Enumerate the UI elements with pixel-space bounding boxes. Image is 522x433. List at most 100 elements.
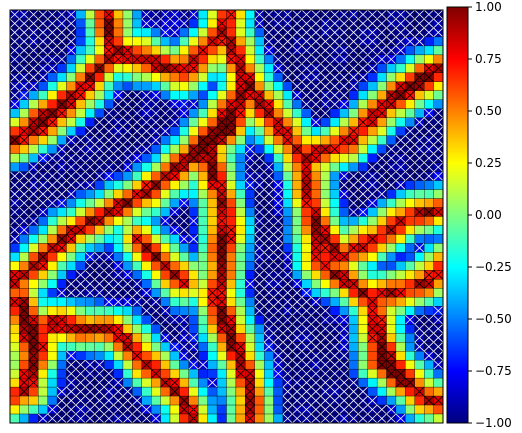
hatch-mark — [216, 198, 227, 208]
hatch-mark — [376, 9, 387, 20]
hatch-mark — [310, 234, 321, 244]
hatch-mark — [169, 9, 180, 20]
hatch-mark — [141, 144, 152, 154]
heatmap-cell — [245, 54, 255, 65]
hatch-mark — [226, 314, 237, 325]
heatmap-cell — [198, 189, 208, 199]
heatmap-cell — [179, 81, 190, 92]
heatmap-cell — [273, 395, 284, 406]
hatch-mark — [66, 9, 77, 20]
heatmap-cell — [38, 234, 48, 244]
hatch-mark — [320, 234, 331, 244]
heatmap-cell — [216, 99, 227, 109]
heatmap-cell — [405, 99, 415, 109]
heatmap-cell — [329, 261, 340, 271]
heatmap-cell — [301, 108, 312, 118]
heatmap-cell — [132, 81, 143, 92]
heatmap-cell — [254, 342, 265, 352]
hatch-mark — [433, 171, 444, 181]
hatch-mark — [150, 18, 161, 29]
heatmap-cell — [367, 72, 378, 83]
heatmap-cell — [245, 117, 255, 127]
heatmap-cell — [94, 90, 105, 101]
heatmap-cell — [376, 225, 387, 235]
hatch-mark — [367, 180, 378, 190]
hatch-mark — [310, 377, 321, 388]
heatmap-cell — [376, 270, 387, 280]
hatch-mark — [56, 288, 67, 298]
hatch-mark — [19, 314, 30, 325]
hatch-mark — [113, 162, 124, 172]
hatch-mark — [414, 117, 425, 128]
heatmap-cell — [339, 225, 350, 235]
heatmap-cell — [47, 144, 58, 154]
hatch-mark — [179, 225, 190, 235]
hatch-mark — [282, 54, 293, 65]
heatmap-cell — [75, 18, 86, 29]
heatmap-cell — [207, 189, 218, 199]
heatmap-cell — [122, 234, 133, 244]
hatch-mark — [358, 413, 368, 424]
heatmap-cell — [405, 413, 415, 424]
hatch-mark — [150, 297, 161, 307]
heatmap-cell — [188, 198, 199, 208]
hatch-mark — [113, 198, 124, 208]
heatmap-cell — [301, 216, 312, 226]
hatch-mark — [169, 108, 180, 119]
hatch-mark — [141, 18, 152, 29]
heatmap-cell — [433, 261, 444, 271]
heatmap-cell — [103, 359, 114, 370]
heatmap-cell — [47, 126, 58, 136]
hatch-mark — [160, 117, 171, 128]
heatmap-cell — [66, 117, 77, 127]
heatmap-cell — [292, 234, 303, 244]
hatch-mark — [113, 332, 124, 343]
hatch-mark — [367, 323, 378, 334]
hatch-mark — [66, 404, 77, 415]
heatmap-cell — [414, 306, 425, 316]
heatmap-cell — [292, 189, 303, 199]
hatch-mark — [386, 413, 397, 424]
heatmap-cell — [179, 261, 190, 271]
heatmap-cell — [263, 54, 274, 65]
heatmap-cell — [28, 395, 39, 406]
heatmap-cell — [75, 63, 86, 74]
hatch-mark — [132, 135, 143, 145]
hatch-mark — [358, 36, 368, 47]
heatmap-cell — [216, 162, 227, 172]
heatmap-cell — [113, 81, 124, 92]
hatch-mark — [301, 198, 312, 208]
heatmap-cell — [376, 63, 387, 74]
hatch-mark — [66, 153, 77, 163]
heatmap-cell — [245, 333, 255, 343]
hatch-mark — [103, 126, 114, 136]
heatmap-cell — [386, 297, 397, 307]
heatmap-cell — [376, 207, 387, 217]
hatch-mark — [245, 404, 256, 415]
heatmap-cell — [320, 288, 331, 298]
hatch-mark — [282, 350, 293, 361]
hatch-mark — [28, 81, 39, 92]
hatch-mark — [150, 413, 161, 424]
heatmap-cell — [358, 306, 368, 316]
hatch-mark — [28, 207, 39, 217]
heatmap-cell — [405, 386, 415, 397]
hatch-mark — [292, 27, 303, 38]
hatch-mark — [216, 207, 227, 217]
heatmap-cell — [66, 243, 77, 253]
hatch-mark — [310, 332, 321, 343]
heatmap-cell — [151, 243, 161, 253]
heatmap-cell — [414, 180, 425, 190]
hatch-mark — [301, 314, 312, 325]
heatmap-cell — [66, 261, 77, 271]
heatmap-cell — [282, 171, 293, 181]
hatch-mark — [179, 404, 190, 415]
heatmap-cell — [198, 333, 208, 343]
hatch-mark — [132, 153, 143, 163]
heatmap-cell — [226, 18, 237, 29]
hatch-mark — [169, 18, 180, 29]
hatch-mark — [292, 314, 303, 325]
hatch-mark — [19, 18, 30, 29]
hatch-mark — [103, 54, 114, 65]
hatch-mark — [37, 153, 48, 163]
